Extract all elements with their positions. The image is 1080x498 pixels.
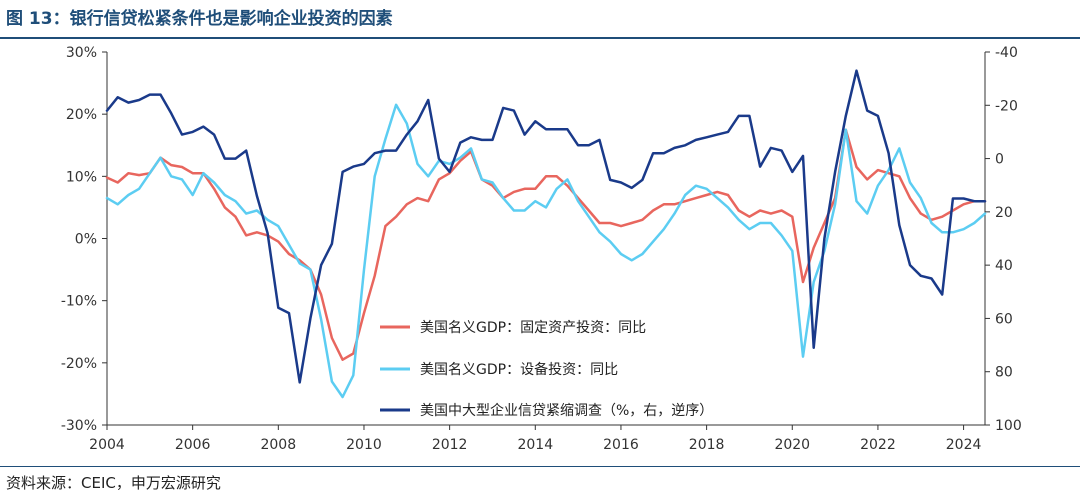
x-tick-label: 2008 — [260, 437, 296, 453]
x-tick-label: 2014 — [517, 437, 553, 453]
left-tick-label: -10% — [61, 294, 97, 310]
left-tick-label: -20% — [61, 356, 97, 372]
right-tick-label: -20 — [995, 98, 1018, 114]
x-tick-label: 2018 — [689, 437, 725, 453]
right-tick-label: -40 — [995, 45, 1018, 61]
left-tick-label: -30% — [61, 418, 97, 434]
right-tick-label: 80 — [995, 365, 1013, 381]
x-tick-label: 2022 — [860, 437, 896, 453]
left-tick-label: 0% — [75, 232, 97, 248]
series-credit-tightening-line — [105, 69, 987, 384]
legend-label: 美国名义GDP：设备投资：同比 — [420, 361, 618, 378]
left-tick-label: 10% — [66, 169, 97, 185]
footer-divider — [0, 466, 1080, 467]
x-tick-label: 2016 — [603, 437, 639, 453]
left-tick-label: 20% — [66, 107, 97, 123]
x-tick-label: 2010 — [346, 437, 382, 453]
figure-title: 图 13：银行信贷松紧条件也是影响企业投资的因素 — [6, 9, 393, 29]
title-divider — [0, 37, 1080, 39]
x-tick-label: 2004 — [89, 437, 125, 453]
right-tick-label: 40 — [995, 258, 1013, 274]
series-equipment-investment-line — [105, 103, 987, 399]
right-tick-label: 60 — [995, 311, 1013, 327]
right-tick-label: 100 — [995, 418, 1022, 434]
legend-label: 美国中大型企业信贷紧缩调查（%，右，逆序） — [420, 402, 713, 419]
x-tick-label: 2006 — [175, 437, 211, 453]
right-tick-label: 20 — [995, 205, 1013, 221]
x-tick-label: 2020 — [774, 437, 810, 453]
x-tick-label: 2024 — [946, 437, 982, 453]
left-tick-label: 30% — [66, 45, 97, 61]
x-tick-label: 2012 — [432, 437, 468, 453]
right-tick-label: 0 — [995, 152, 1004, 168]
source-note: 资料来源：CEIC，申万宏源研究 — [6, 474, 221, 492]
legend-label: 美国名义GDP：固定资产投资：同比 — [420, 320, 646, 336]
chart: 30% 20% 10% 0% -10% -20% -30% -40 -20 0 20 40 60 80 10… — [61, 45, 1022, 453]
